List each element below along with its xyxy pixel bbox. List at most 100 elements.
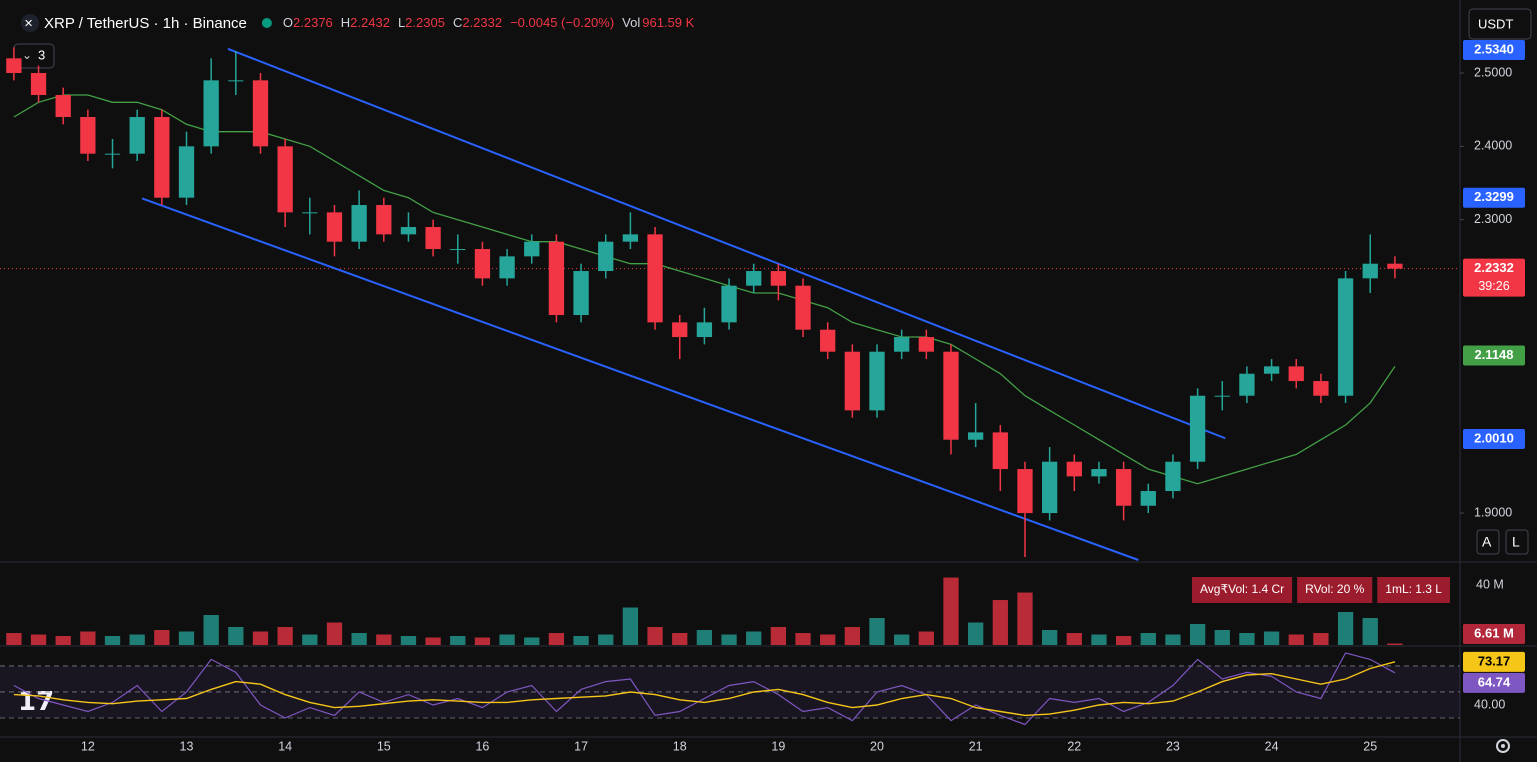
currency-button[interactable] — [1468, 8, 1532, 40]
volume-stat-label: 1mL: 1.3 L — [1385, 582, 1442, 596]
volume-bar — [499, 634, 515, 645]
candle-body — [499, 256, 515, 279]
trendline — [227, 47, 1226, 440]
volume-bar — [1214, 630, 1230, 645]
volume-bar — [622, 607, 639, 645]
volume-bar — [1313, 633, 1329, 645]
change: −0.0045 (−0.20%) — [510, 15, 614, 30]
price-badge-timer: 39:26 — [1478, 279, 1509, 293]
volume-bar — [1239, 633, 1255, 645]
auto-scale-label[interactable]: A — [1482, 534, 1492, 550]
rsi-tick-label: 40.00 — [1474, 697, 1505, 711]
volume-bar — [351, 633, 367, 645]
ohlc-value: 2.2376 — [293, 15, 333, 30]
candle-body — [844, 351, 860, 411]
symbol-legend: ✕ XRP / TetherUS · 1h · Binance O2.2376 H… — [21, 14, 695, 32]
candle-body — [721, 285, 737, 323]
volume-pane — [6, 577, 1403, 645]
volume-bar — [228, 627, 244, 645]
volume-bar — [1387, 643, 1403, 645]
price-badge — [1463, 624, 1525, 644]
indicators-count[interactable]: 3 — [38, 47, 45, 62]
volume-bar — [598, 634, 614, 645]
price-badge-label: 64.74 — [1478, 674, 1511, 689]
log-scale-label[interactable]: L — [1512, 534, 1520, 550]
price-badge-label: 2.3299 — [1474, 189, 1514, 204]
x-tick-label: 25 — [1363, 739, 1377, 753]
candle-body — [326, 212, 343, 242]
candle-body — [1263, 366, 1280, 374]
volume-bar — [943, 577, 959, 645]
volume-bar — [252, 631, 269, 645]
volume-bar — [6, 633, 22, 645]
volume-bar — [104, 636, 121, 645]
candle-body — [302, 212, 318, 214]
candle-body — [968, 432, 984, 440]
symbol-title[interactable]: XRP / TetherUS · 1h · Binance — [44, 15, 247, 32]
ohlc-value: 2.2432 — [350, 15, 390, 30]
y-tick-label: 1.9000 — [1474, 505, 1512, 519]
volume-bar — [1140, 633, 1156, 645]
settings-icon-core[interactable] — [1501, 744, 1505, 748]
x-tick-label: 15 — [377, 739, 391, 753]
volume-bar — [1362, 618, 1378, 645]
price-badge-label: 2.1148 — [1474, 347, 1513, 362]
price-badge-label: 2.0010 — [1474, 430, 1514, 445]
volume-bar — [1066, 633, 1082, 645]
volume-bar — [1337, 612, 1354, 645]
price-badge — [1463, 651, 1525, 672]
price-badge — [1463, 672, 1525, 693]
candle-body — [1066, 461, 1082, 477]
collapse-arrow[interactable]: ⌄ — [22, 48, 32, 62]
market-status[interactable] — [261, 18, 272, 28]
ohlc-value: 2.2332 — [462, 15, 502, 30]
candle-body — [672, 322, 688, 338]
volume-bar — [696, 630, 713, 645]
volume-bar — [30, 634, 47, 645]
auto-scale-button[interactable] — [1476, 529, 1500, 555]
symbol-icon — [21, 14, 39, 32]
candle-body — [203, 80, 219, 147]
candle-body — [820, 329, 836, 352]
candle-body — [1165, 461, 1181, 492]
candle-body — [450, 249, 466, 251]
volume-bar — [277, 627, 293, 645]
settings-icon[interactable] — [1496, 739, 1510, 753]
x-tick-label: 19 — [771, 739, 785, 753]
symbol-icon-glyph: ✕ — [24, 18, 33, 30]
candle-body — [400, 227, 417, 235]
volume-bar — [376, 634, 392, 645]
candle-body — [770, 271, 787, 286]
volume-bar — [129, 634, 145, 645]
moving-average — [13, 94, 1396, 485]
x-tick-label: 16 — [475, 739, 489, 753]
y-tick-label: 2.4000 — [1474, 139, 1512, 153]
candle-body — [425, 227, 441, 250]
price-badge — [1463, 428, 1525, 449]
volume-bar — [203, 615, 219, 645]
price-pane — [0, 47, 1460, 561]
volume-bar — [869, 618, 885, 645]
volume-stat-label: RVol: 20 % — [1305, 582, 1364, 596]
rsi-pane — [0, 652, 1460, 726]
symbol-line: XRP / TetherUS · 1h · Binance — [44, 15, 247, 32]
ohlc-key: C — [453, 15, 462, 30]
x-tick-label: 17 — [574, 739, 588, 753]
price-badge-label: 73.17 — [1478, 653, 1511, 668]
log-scale-button[interactable] — [1505, 529, 1529, 555]
volume-stat-bg — [1377, 577, 1450, 603]
volume-bar — [968, 622, 984, 645]
settings-button[interactable] — [1496, 739, 1510, 753]
candle-body — [548, 241, 565, 316]
candle-body — [918, 337, 934, 352]
volume-tick-label: 40 M — [1476, 577, 1504, 591]
price-badge — [1463, 345, 1525, 366]
x-tick-label: 12 — [81, 739, 95, 753]
volume-stat-bg — [1297, 577, 1373, 603]
candle-body — [55, 95, 71, 118]
candle-body — [1362, 263, 1378, 279]
candle-body — [943, 351, 959, 440]
currency-label[interactable]: USDT — [1478, 16, 1513, 31]
